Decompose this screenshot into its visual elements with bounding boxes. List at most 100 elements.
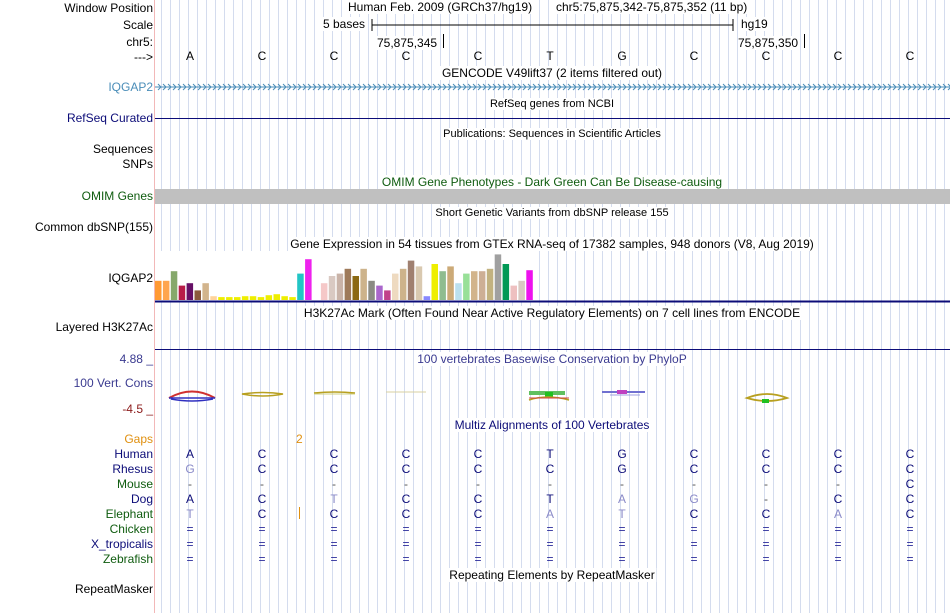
- ruler-base: A: [185, 49, 194, 63]
- publications-label-snps[interactable]: SNPs: [122, 157, 153, 171]
- gtex-tissue-bar[interactable]: [234, 297, 241, 300]
- gtex-tissue-bar[interactable]: [297, 273, 304, 300]
- strand-chevron: [837, 83, 842, 91]
- gtex-tissue-bar[interactable]: [526, 270, 533, 300]
- gtex-tissue-bar[interactable]: [376, 285, 383, 300]
- gtex-gene-label[interactable]: IQGAP2: [108, 271, 153, 285]
- gtex-tissue-bar[interactable]: [431, 264, 439, 300]
- gencode-gene-label[interactable]: IQGAP2: [108, 80, 153, 94]
- gtex-tissue-bar[interactable]: [463, 273, 470, 300]
- gtex-tissue-bar[interactable]: [178, 285, 186, 300]
- refseq-track-title[interactable]: RefSeq genes from NCBI: [487, 98, 617, 110]
- dbsnp-label[interactable]: Common dbSNP(155): [34, 220, 153, 234]
- publications-label-sequences[interactable]: Sequences: [92, 142, 153, 156]
- gtex-tissue-bar[interactable]: [226, 297, 233, 300]
- publications-track-title[interactable]: Publications: Sequences in Scientific Ar…: [441, 128, 663, 140]
- gtex-tissue-bar[interactable]: [502, 264, 510, 300]
- multiz-species-human[interactable]: Human: [114, 447, 153, 461]
- gtex-track-title[interactable]: Gene Expression in 54 tissues from GTEx …: [288, 237, 816, 251]
- gtex-tissue-bar[interactable]: [313, 299, 320, 300]
- omim-track-title[interactable]: OMIM Gene Phenotypes - Dark Green Can Be…: [379, 175, 725, 189]
- multiz-base: C: [905, 447, 915, 461]
- h3k27ac-track-title[interactable]: H3K27Ac Mark (Often Found Near Active Re…: [301, 306, 803, 320]
- phylop-wiggle[interactable]: [155, 384, 950, 410]
- gtex-tissue-bar[interactable]: [218, 297, 225, 300]
- gtex-tissue-bar[interactable]: [257, 297, 265, 300]
- gtex-tissue-bar[interactable]: [289, 297, 296, 300]
- multiz-species-x_tropicalis[interactable]: X_tropicalis: [90, 537, 153, 551]
- gtex-tissue-bar[interactable]: [241, 296, 249, 300]
- grid-line: [242, 0, 243, 613]
- gtex-tissue-bar[interactable]: [439, 271, 446, 300]
- gtex-tissue-bar[interactable]: [455, 283, 462, 300]
- gtex-bar-graph[interactable]: [155, 251, 950, 303]
- gtex-tissue-bar[interactable]: [352, 276, 360, 300]
- gtex-tissue-bar[interactable]: [162, 280, 170, 300]
- strand-chevron: [557, 83, 562, 91]
- strand-chevron: [312, 83, 317, 91]
- h3k27ac-baseline: [155, 349, 950, 350]
- grid-line: [944, 0, 945, 613]
- gtex-tissue-bar[interactable]: [518, 280, 525, 300]
- gtex-tissue-bar[interactable]: [328, 276, 336, 300]
- gtex-tissue-bar[interactable]: [249, 296, 257, 300]
- refseq-gene-line[interactable]: [155, 118, 950, 119]
- gtex-tissue-bar[interactable]: [155, 280, 162, 300]
- gtex-tissue-bar[interactable]: [265, 295, 273, 300]
- multiz-base: -: [260, 477, 264, 491]
- gtex-tissue-bar[interactable]: [368, 280, 375, 300]
- repeatmasker-label[interactable]: RepeatMasker: [74, 582, 153, 596]
- h3k27ac-label[interactable]: Layered H3K27Ac: [55, 320, 153, 334]
- multiz-species-dog[interactable]: Dog: [130, 492, 153, 506]
- gencode-track-title[interactable]: GENCODE V49lift37 (2 items filtered out): [439, 66, 665, 80]
- position-readout[interactable]: chr5:75,875,342-75,875,352 (11 bp): [554, 0, 750, 14]
- phylop-label[interactable]: 100 Vert. Cons: [73, 376, 153, 390]
- gtex-tissue-bar[interactable]: [305, 259, 312, 300]
- multiz-track-title[interactable]: Multiz Alignments of 100 Vertebrates: [452, 418, 652, 432]
- multiz-species-zebrafish[interactable]: Zebrafish: [102, 552, 153, 566]
- multiz-species-mouse[interactable]: Mouse: [116, 477, 153, 491]
- gencode-gene-feature[interactable]: [155, 81, 950, 93]
- gtex-tissue-bar[interactable]: [494, 254, 502, 300]
- multiz-species-chicken[interactable]: Chicken: [109, 522, 153, 536]
- gtex-tissue-bar[interactable]: [384, 290, 391, 300]
- refseq-label[interactable]: RefSeq Curated: [66, 111, 153, 125]
- omim-label[interactable]: OMIM Genes: [81, 189, 153, 203]
- gtex-tissue-bar[interactable]: [344, 268, 352, 300]
- strand-chevron: [567, 83, 572, 91]
- strand-chevron: [697, 83, 702, 91]
- gtex-tissue-bar[interactable]: [320, 283, 328, 300]
- omim-feature-bar[interactable]: [155, 189, 950, 204]
- gtex-tissue-bar[interactable]: [447, 266, 454, 300]
- gtex-tissue-bar[interactable]: [210, 296, 217, 300]
- strand-chevron: [562, 83, 567, 91]
- gtex-tissue-bar[interactable]: [392, 273, 399, 300]
- gtex-tissue-bar[interactable]: [186, 283, 194, 300]
- multiz-gaps-label[interactable]: Gaps: [124, 432, 153, 446]
- strand-chevron: [872, 83, 877, 91]
- gtex-tissue-bar[interactable]: [273, 294, 281, 300]
- gtex-tissue-bar[interactable]: [407, 260, 415, 300]
- multiz-base: -: [476, 477, 480, 491]
- gtex-tissue-bar[interactable]: [471, 271, 478, 300]
- phylop-track-title[interactable]: 100 vertebrates Basewise Conservation by…: [415, 352, 689, 366]
- multiz-base: C: [473, 507, 483, 521]
- multiz-species-rhesus[interactable]: Rhesus: [112, 462, 153, 476]
- strand-chevron: [397, 83, 402, 91]
- gtex-tissue-bar[interactable]: [478, 271, 486, 300]
- gtex-tissue-bar[interactable]: [486, 268, 494, 300]
- gtex-tissue-bar[interactable]: [415, 266, 423, 300]
- gtex-tissue-bar[interactable]: [336, 273, 344, 300]
- gtex-tissue-bar[interactable]: [360, 268, 367, 300]
- gtex-tissue-bar[interactable]: [170, 271, 178, 300]
- gtex-tissue-bar[interactable]: [202, 283, 209, 300]
- gtex-tissue-bar[interactable]: [399, 268, 407, 300]
- gtex-tissue-bar[interactable]: [281, 296, 288, 300]
- multiz-species-elephant[interactable]: Elephant: [105, 507, 153, 521]
- gtex-tissue-bar[interactable]: [423, 296, 431, 300]
- gtex-tissue-bar[interactable]: [510, 285, 518, 300]
- repeatmasker-track-title[interactable]: Repeating Elements by RepeatMasker: [447, 568, 657, 582]
- ruler-base: C: [833, 49, 843, 63]
- gtex-tissue-bar[interactable]: [194, 290, 202, 300]
- dbsnp-track-title[interactable]: Short Genetic Variants from dbSNP releas…: [433, 207, 671, 219]
